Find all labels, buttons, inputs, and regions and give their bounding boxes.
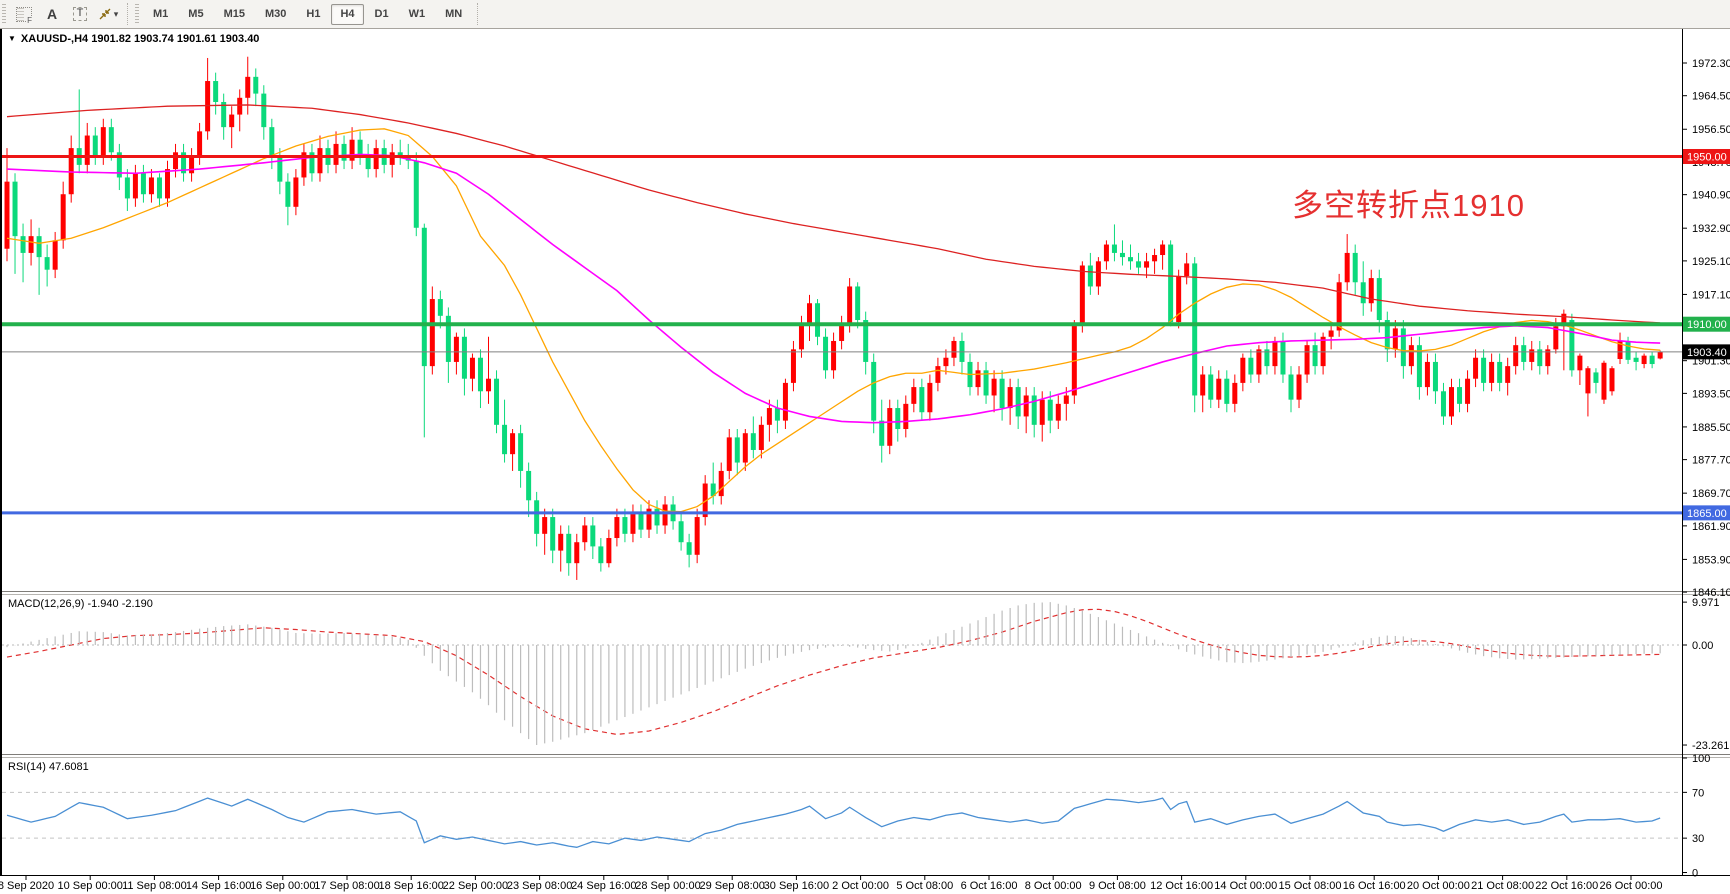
- date-tick-label: 6 Oct 16:00: [961, 880, 1018, 892]
- text-label-icon[interactable]: T: [67, 2, 93, 26]
- timeframe-group-handle: [135, 4, 139, 24]
- price-tick-label: 1917.10: [1692, 289, 1730, 301]
- collapse-indicator-icon[interactable]: ▼: [8, 34, 16, 43]
- date-tick-label: 10 Sep 00:00: [57, 880, 122, 892]
- date-tick-label: 9 Oct 08:00: [1089, 880, 1146, 892]
- price-tick-label: 1846.10: [1692, 587, 1730, 599]
- rsi-indicator-label: RSI(14) 47.6081: [8, 761, 89, 773]
- timeframe-button-H4[interactable]: H4: [331, 3, 364, 25]
- price-tick-label: 1940.90: [1692, 190, 1730, 202]
- timeframe-button-group: M1 M5 M15 M30 H1 H4 D1 W1 MN: [143, 3, 472, 25]
- horizontal-lines: [2, 154, 1682, 515]
- timeframe-button-MN[interactable]: MN: [445, 7, 463, 20]
- price-tick-label: 1956.50: [1692, 124, 1730, 136]
- date-tick-label: 29 Sep 08:00: [699, 880, 764, 892]
- rsi-tick-label: 0: [1692, 868, 1698, 880]
- date-tick-label: 22 Oct 16:00: [1535, 880, 1598, 892]
- price-tick-label: 1877.70: [1692, 455, 1730, 467]
- price-tick-label: 1972.30: [1692, 58, 1730, 70]
- ma-slow: [6, 104, 1661, 324]
- rsi-tick-label: 100: [1692, 753, 1710, 765]
- arrows-glyph: [99, 8, 111, 20]
- price-badge-1950.00: 1950.00: [1683, 148, 1730, 164]
- date-tick-label: 12 Oct 16:00: [1150, 880, 1213, 892]
- toolbar-separator-2: [477, 3, 479, 25]
- date-tick-label: 15 Oct 08:00: [1279, 880, 1342, 892]
- timeframe-button-M30[interactable]: M30: [264, 7, 287, 20]
- timeframe-button-M1[interactable]: M1: [153, 7, 169, 20]
- date-tick-label: 16 Sep 00:00: [250, 880, 315, 892]
- price-badge-1910.00: 1910.00: [1683, 316, 1730, 332]
- symbol-ohlc-readout: XAUUSD-,H4 1901.82 1903.74 1901.61 1903.…: [20, 33, 260, 45]
- candlestick-series: [4, 56, 1663, 580]
- toolbar-drag-handle: [2, 4, 6, 24]
- timeframe-button-D1[interactable]: D1: [374, 7, 389, 20]
- toolbar: F A T ▾ M1 M5 M15 M30 H1 H4 D1 W1 MN: [0, 0, 1730, 29]
- date-axis[interactable]: 8 Sep 2020 10 Sep 00:00 11 Sep 08:00 14 Sep…: [0, 875, 1663, 893]
- price-badge-1903.40: 1903.40: [1683, 344, 1730, 360]
- price-badge-1865.00: 1865.00: [1683, 505, 1730, 521]
- macd-tick-label: 9.971: [1692, 597, 1720, 609]
- macd-histogram: [6, 602, 1661, 746]
- date-tick-label: 11 Sep 08:00: [122, 880, 187, 892]
- macd-tick-label: 0.00: [1692, 640, 1713, 652]
- rsi-tick-label: 70: [1692, 787, 1704, 799]
- price-tick-label: 1869.70: [1692, 488, 1730, 500]
- rsi-tick-label: 30: [1692, 833, 1704, 845]
- price-tick-label: 1861.90: [1692, 521, 1730, 533]
- date-tick-label: 2 Oct 00:00: [832, 880, 889, 892]
- chart-title: ▼ XAUUSD-,H4 1901.82 1903.74 1901.61 190…: [8, 33, 259, 45]
- price-badge-label: 1865.00: [1687, 508, 1727, 520]
- rsi-panel: [2, 791, 1682, 848]
- date-tick-label: 16 Oct 16:00: [1343, 880, 1406, 892]
- price-badge-label: 1903.40: [1687, 347, 1727, 359]
- price-tick-label: 1932.90: [1692, 223, 1730, 235]
- date-tick-label: 22 Sep 00:00: [443, 880, 508, 892]
- date-tick-label: 5 Oct 08:00: [896, 880, 953, 892]
- toolbar-separator: [127, 3, 128, 25]
- price-tick-label: 1964.50: [1692, 91, 1730, 103]
- macd-tick-label: -23.261: [1692, 740, 1729, 752]
- ma-fast-line: [6, 128, 1661, 513]
- objects-dropdown-icon[interactable]: ▾: [95, 2, 121, 26]
- date-tick-label: 23 Sep 08:00: [507, 880, 572, 892]
- ma-fast: [6, 128, 1661, 513]
- macd-indicator-label: MACD(12,26,9) -1.940 -2.190: [8, 598, 153, 610]
- insert-text-icon[interactable]: A: [46, 6, 58, 22]
- chart-shift-icon[interactable]: F: [11, 2, 37, 26]
- date-tick-label: 26 Oct 00:00: [1600, 880, 1663, 892]
- date-tick-label: 18 Sep 16:00: [378, 880, 443, 892]
- price-tick-label: 1925.10: [1692, 256, 1730, 268]
- price-tick-label: 1853.90: [1692, 554, 1730, 566]
- price-tick-label: 1885.50: [1692, 422, 1730, 434]
- chart-text-annotation[interactable]: 多空转折点1910: [1292, 188, 1525, 223]
- rsi-line: [6, 797, 1661, 848]
- timeframe-button-M5[interactable]: M5: [188, 7, 204, 20]
- date-tick-label: 28 Sep 00:00: [635, 880, 700, 892]
- ma-mid: [6, 153, 1661, 424]
- price-badge-label: 1910.00: [1687, 319, 1727, 331]
- price-badge-label: 1950.00: [1687, 151, 1727, 163]
- date-tick-label: 21 Oct 08:00: [1471, 880, 1534, 892]
- date-tick-label: 30 Sep 16:00: [764, 880, 829, 892]
- timeframe-button-M15[interactable]: M15: [223, 7, 245, 20]
- timeframe-button-H1[interactable]: H1: [306, 7, 321, 20]
- date-tick-label: 24 Sep 16:00: [571, 880, 636, 892]
- ma-mid-line: [6, 153, 1661, 424]
- date-tick-label: 14 Oct 00:00: [1214, 880, 1277, 892]
- date-tick-label: 20 Oct 00:00: [1407, 880, 1470, 892]
- date-tick-label: 17 Sep 08:00: [314, 880, 379, 892]
- price-tick-label: 1893.50: [1692, 388, 1730, 400]
- date-tick-label: 14 Sep 16:00: [186, 880, 251, 892]
- ma-slow-line: [6, 104, 1661, 324]
- date-tick-label: 8 Sep 2020: [0, 880, 54, 892]
- date-tick-label: 8 Oct 00:00: [1025, 880, 1082, 892]
- timeframe-button-W1[interactable]: W1: [408, 7, 426, 20]
